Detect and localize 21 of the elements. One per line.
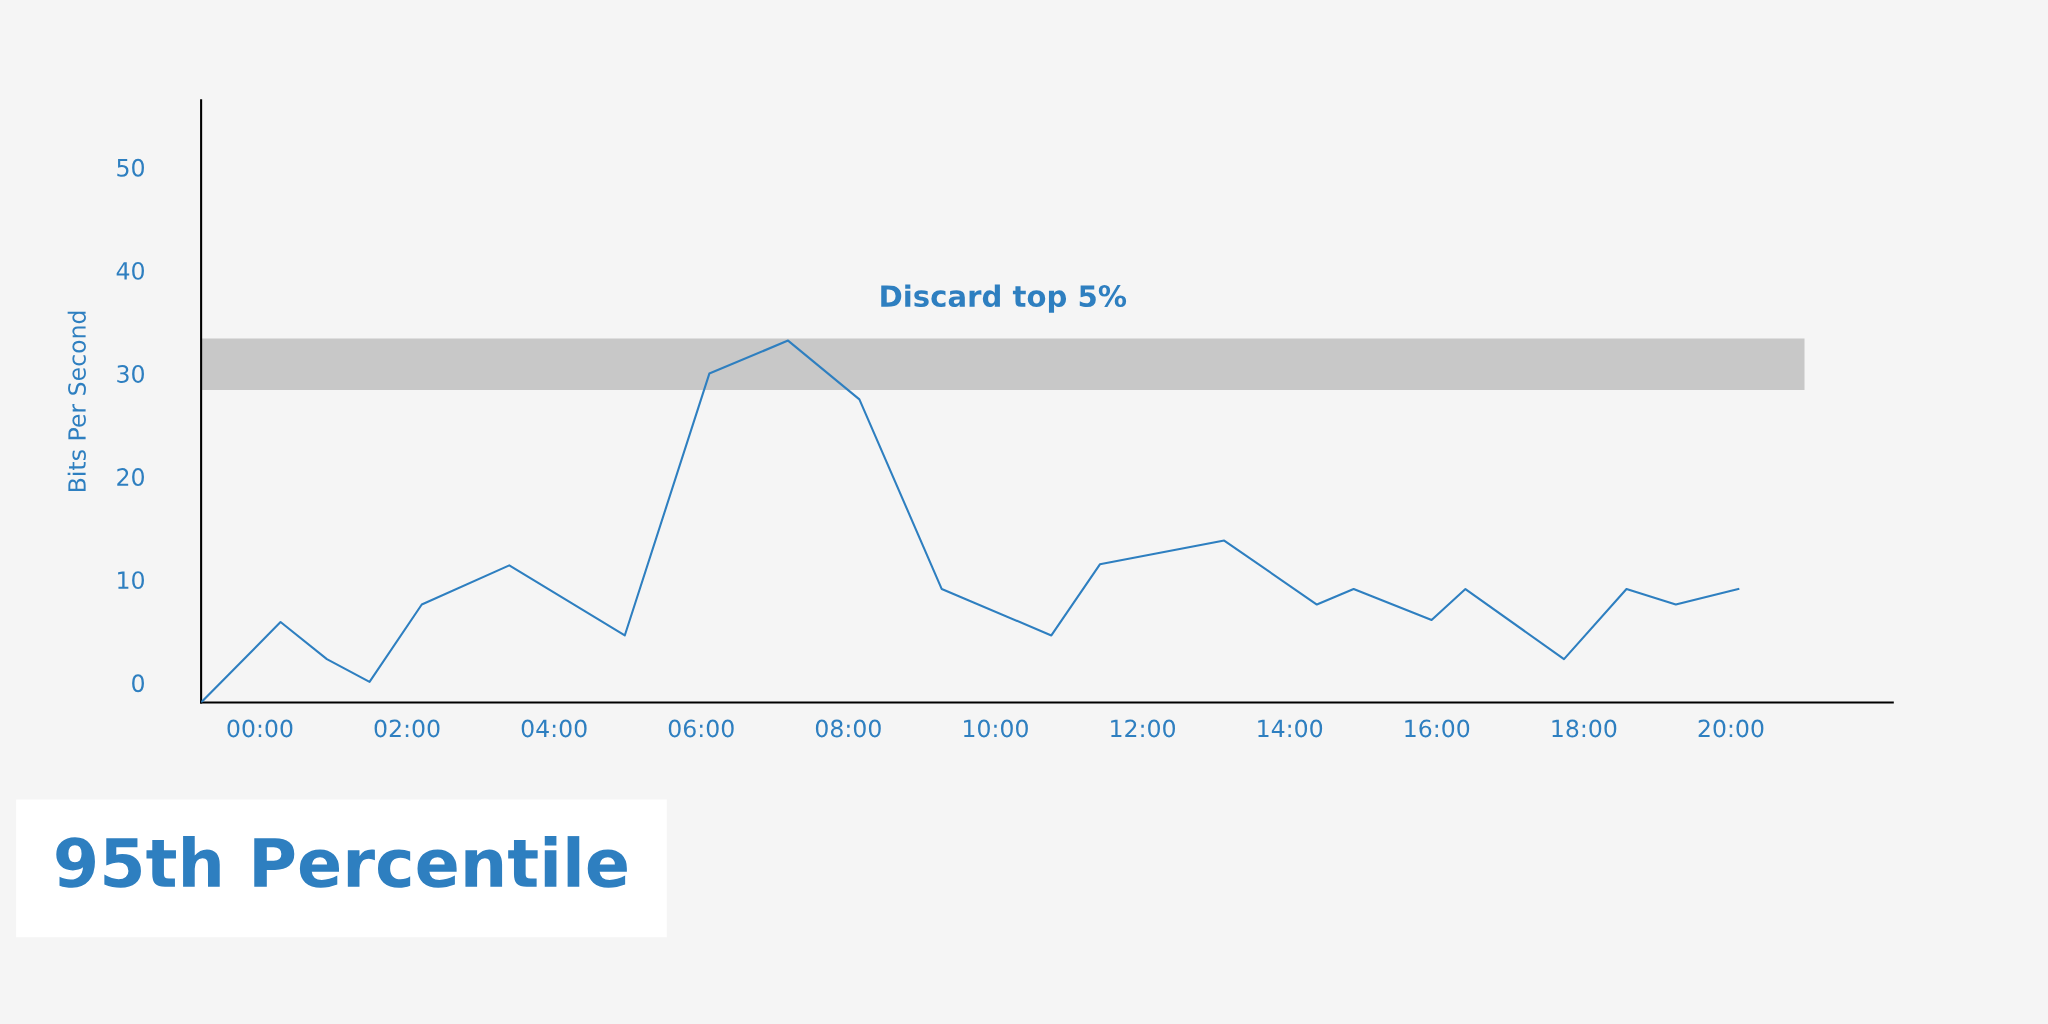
y-tick-label: 40 [116,261,144,280]
x-tick-label: 16:00 [1405,719,1470,738]
y-tick-label: 50 [117,158,144,177]
x-tick-label: 02:00 [374,719,440,738]
x-tick-label: 08:00 [815,719,881,738]
x-tick-label: 18:00 [1552,719,1617,738]
y-tick-label: 20 [117,468,144,486]
x-tick-label: 14:00 [1258,719,1323,738]
band-label: Discard top 5% [881,284,1127,313]
x-tick-label: 06:00 [668,719,734,738]
y-tick-label: 10 [118,571,144,590]
line-series [201,339,1740,703]
x-tick-label: 10:00 [964,719,1028,738]
y-tick-label: 0 [132,674,144,693]
y-axis-title: Bits Per Second [67,311,86,492]
y-tick-label: 30 [117,365,144,383]
x-tick-label: 04:00 [521,719,587,738]
x-tick-label: 20:00 [1698,719,1764,738]
x-tick-label: 12:00 [1111,719,1176,738]
text: 95th Percentile [56,836,627,888]
x-tick-label: 00:00 [227,719,293,738]
